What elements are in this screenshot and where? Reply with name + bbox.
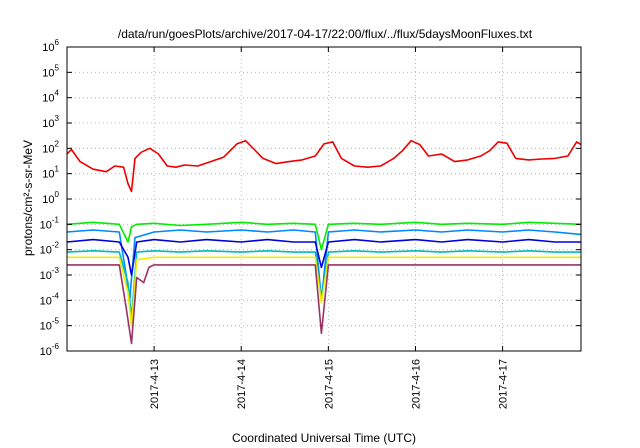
y-tick-label: 10-3 bbox=[40, 266, 60, 282]
y-axis-label: protons/cm²-s-sr-MeV bbox=[21, 140, 35, 256]
series-line-5 bbox=[67, 256, 581, 327]
y-tick-label: 10-1 bbox=[40, 215, 60, 231]
x-tick-label: 2017-4-16 bbox=[410, 359, 422, 409]
chart-title: /data/run/goesPlots/archive/2017-04-17/2… bbox=[118, 27, 533, 41]
y-tick-label: 10-6 bbox=[40, 342, 60, 358]
y-tick-label: 106 bbox=[42, 38, 59, 54]
x-tick-label: 2017-4-13 bbox=[149, 359, 161, 409]
series-line-3 bbox=[66, 238, 581, 276]
y-tick-label: 103 bbox=[42, 114, 59, 130]
series-line-6 bbox=[67, 264, 581, 345]
series-line-0 bbox=[66, 139, 582, 193]
y-axis-ticks: 10-6 10-5 10-4 10-3 10-2 10-1 100 101 102 103 104 1… bbox=[40, 38, 581, 358]
y-tick-label: 101 bbox=[42, 165, 59, 181]
y-tick-label: 10-4 bbox=[40, 291, 60, 307]
y-tick-label: 100 bbox=[42, 190, 59, 206]
x-tick-label: 2017-4-15 bbox=[323, 359, 335, 409]
y-tick-label: 10-5 bbox=[40, 317, 60, 333]
series-layer bbox=[66, 139, 582, 345]
x-axis-ticks: 2017-4-13 2017-4-14 2017-4-15 2017-4-16 2017… bbox=[149, 47, 510, 409]
y-tick-label: 105 bbox=[42, 63, 59, 79]
x-tick-label: 2017-4-17 bbox=[498, 359, 510, 409]
x-tick-label: 2017-4-14 bbox=[236, 359, 248, 409]
x-axis-label: Coordinated Universal Time (UTC) bbox=[232, 431, 416, 445]
y-tick-label: 104 bbox=[42, 89, 59, 105]
series-line-4 bbox=[66, 250, 581, 319]
y-tick-label: 10-2 bbox=[40, 241, 60, 257]
series-line-1 bbox=[66, 221, 582, 251]
y-tick-label: 102 bbox=[42, 139, 59, 155]
